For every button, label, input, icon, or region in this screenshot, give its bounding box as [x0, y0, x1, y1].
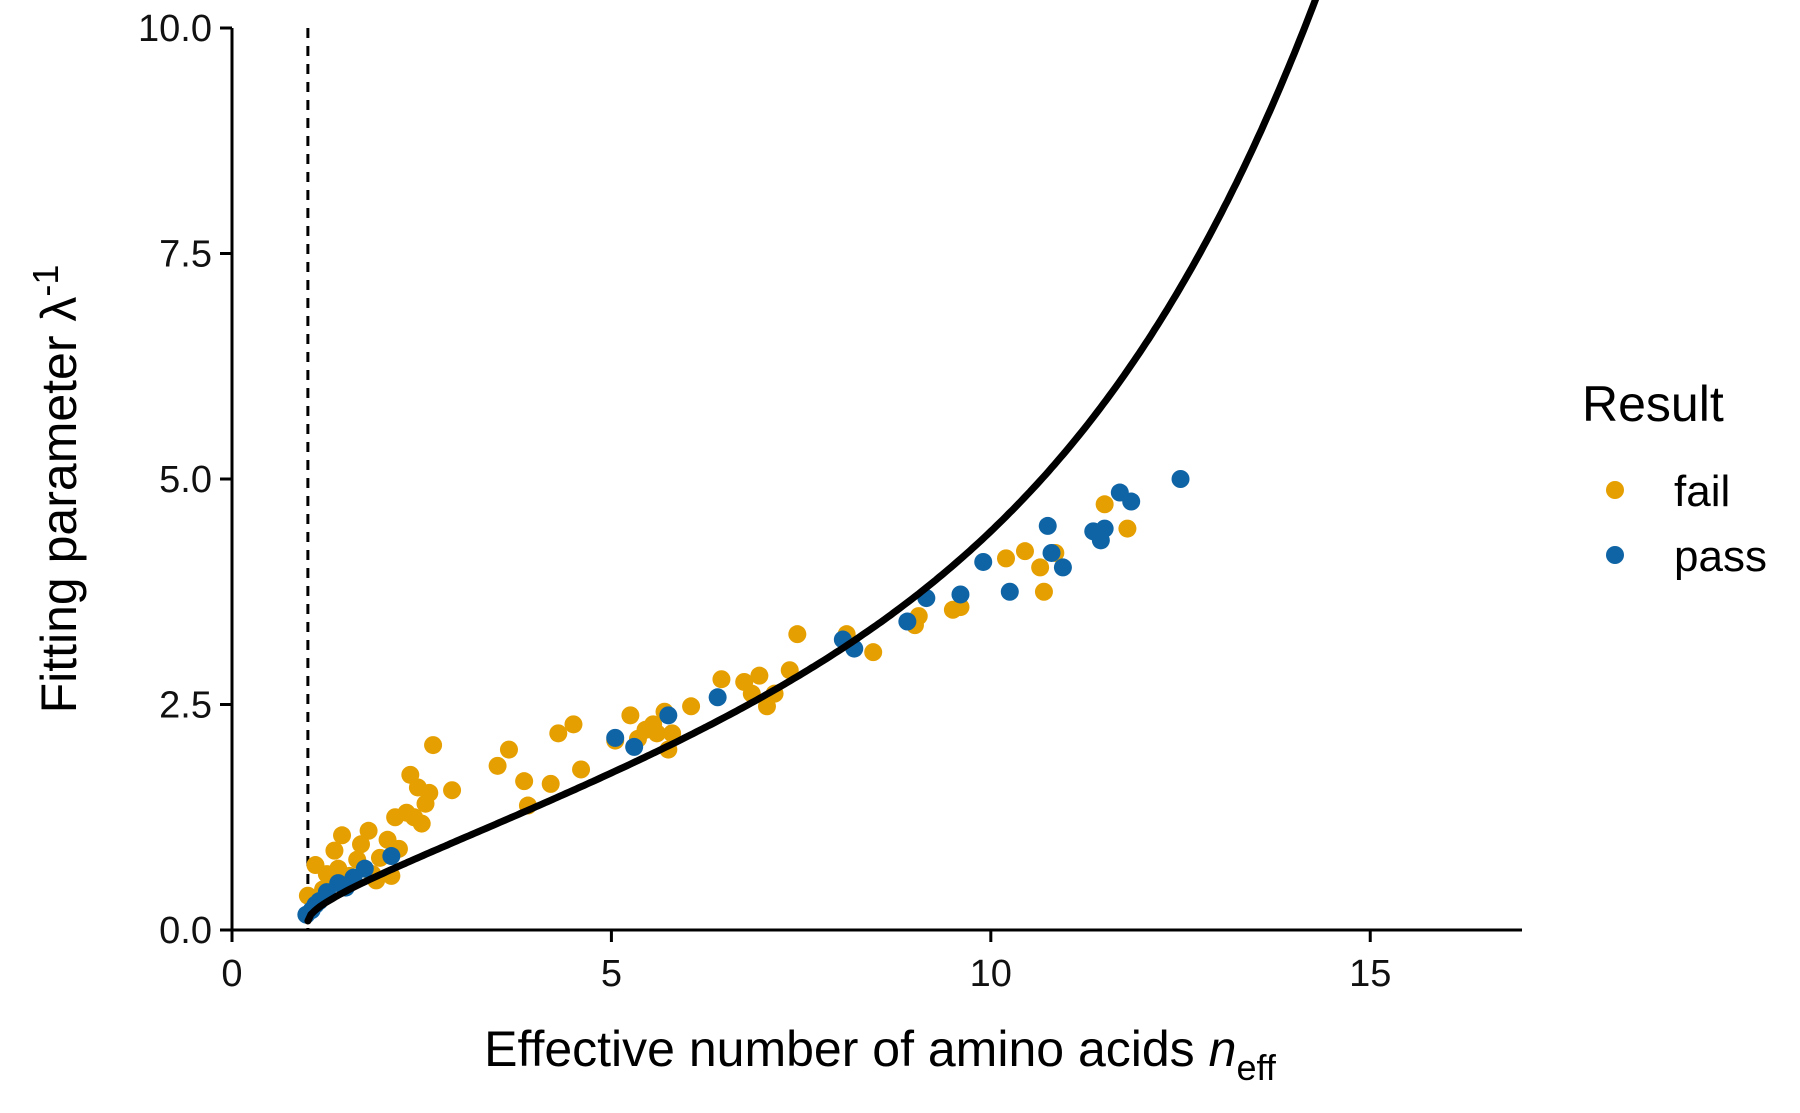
- data-point-pass: [708, 688, 727, 707]
- x-tick-label: 15: [1349, 953, 1391, 995]
- x-axis-title: Effective number of amino acids neff: [484, 1021, 1277, 1088]
- y-tick-label: 0.0: [159, 910, 212, 952]
- data-point-pass: [974, 552, 993, 571]
- data-point-fail: [325, 841, 344, 860]
- x-tick-label: 10: [970, 953, 1012, 995]
- data-point-fail: [572, 760, 591, 779]
- data-point-fail: [541, 774, 560, 793]
- data-point-fail: [1015, 542, 1034, 561]
- data-point-fail: [712, 670, 731, 689]
- legend: Result fail pass: [1582, 376, 1767, 581]
- data-point-pass: [1095, 519, 1114, 538]
- legend-marker-pass: [1606, 546, 1624, 564]
- plot-area: [297, 0, 1320, 930]
- axes: 0 5 10 15 0.0 2.5 5.0 7.5 10.0: [138, 8, 1522, 995]
- data-point-pass: [355, 859, 374, 878]
- data-point-pass: [1038, 516, 1057, 535]
- x-tick-label: 0: [221, 953, 242, 995]
- legend-entry-pass: pass: [1606, 532, 1767, 581]
- data-point-fail: [359, 821, 378, 840]
- data-point-fail: [621, 706, 640, 725]
- x-ticks: 0 5 10 15: [221, 930, 1391, 995]
- data-point-fail: [420, 783, 439, 802]
- data-point-fail: [499, 740, 518, 759]
- y-tick-label: 5.0: [159, 459, 212, 501]
- legend-label-pass: pass: [1674, 532, 1767, 581]
- data-point-pass: [951, 585, 970, 604]
- data-point-fail: [333, 826, 352, 845]
- data-point-pass: [606, 728, 625, 747]
- data-point-pass: [1042, 543, 1061, 562]
- y-tick-label: 10.0: [138, 8, 212, 50]
- data-point-pass: [1171, 470, 1190, 488]
- x-axis-title-text: Effective number of amino acids: [484, 1021, 1195, 1077]
- data-point-fail: [443, 781, 462, 800]
- data-point-fail: [647, 724, 666, 743]
- fit-curve: [304, 0, 1320, 925]
- data-point-fail: [412, 814, 431, 833]
- legend-marker-fail: [1606, 481, 1624, 499]
- data-point-pass: [1000, 582, 1019, 601]
- x-axis-title-italic: n: [1209, 1021, 1237, 1077]
- data-point-pass: [625, 737, 644, 756]
- legend-entry-fail: fail: [1606, 467, 1730, 516]
- data-point-fail: [1095, 495, 1114, 514]
- data-point-pass: [382, 847, 401, 866]
- x-tick-label: 5: [601, 953, 622, 995]
- data-point-fail: [1034, 582, 1053, 601]
- data-point-pass: [659, 706, 678, 725]
- data-point-fail: [997, 549, 1015, 568]
- y-tick-label: 7.5: [159, 234, 212, 276]
- data-point-fail: [750, 666, 769, 685]
- y-ticks: 0.0 2.5 5.0 7.5 10.0: [138, 8, 232, 952]
- y-axis-title-text: Fitting parameter λ: [31, 297, 87, 714]
- y-axis-title: Fitting parameter λ-1: [25, 265, 87, 714]
- data-point-fail: [352, 835, 370, 854]
- data-point-fail: [663, 724, 682, 743]
- legend-title: Result: [1582, 376, 1724, 432]
- data-point-fail: [1031, 558, 1050, 577]
- data-point-pass: [1053, 558, 1072, 577]
- data-point-fail: [788, 625, 807, 644]
- data-point-fail: [549, 724, 568, 743]
- data-point-fail: [864, 643, 883, 662]
- data-point-fail: [564, 715, 583, 734]
- data-point-fail: [951, 598, 970, 617]
- data-point-pass: [898, 612, 917, 631]
- data-point-fail: [682, 697, 701, 716]
- data-point-fail: [488, 756, 507, 775]
- data-point-fail: [515, 772, 534, 791]
- legend-label-fail: fail: [1674, 467, 1730, 516]
- x-axis-title-subscript: eff: [1236, 1047, 1276, 1088]
- data-point-fail: [424, 736, 443, 755]
- data-point-fail: [1118, 519, 1137, 538]
- data-point-pass: [1122, 492, 1141, 511]
- y-axis-title-superscript: -1: [25, 265, 66, 297]
- y-tick-label: 2.5: [159, 685, 212, 727]
